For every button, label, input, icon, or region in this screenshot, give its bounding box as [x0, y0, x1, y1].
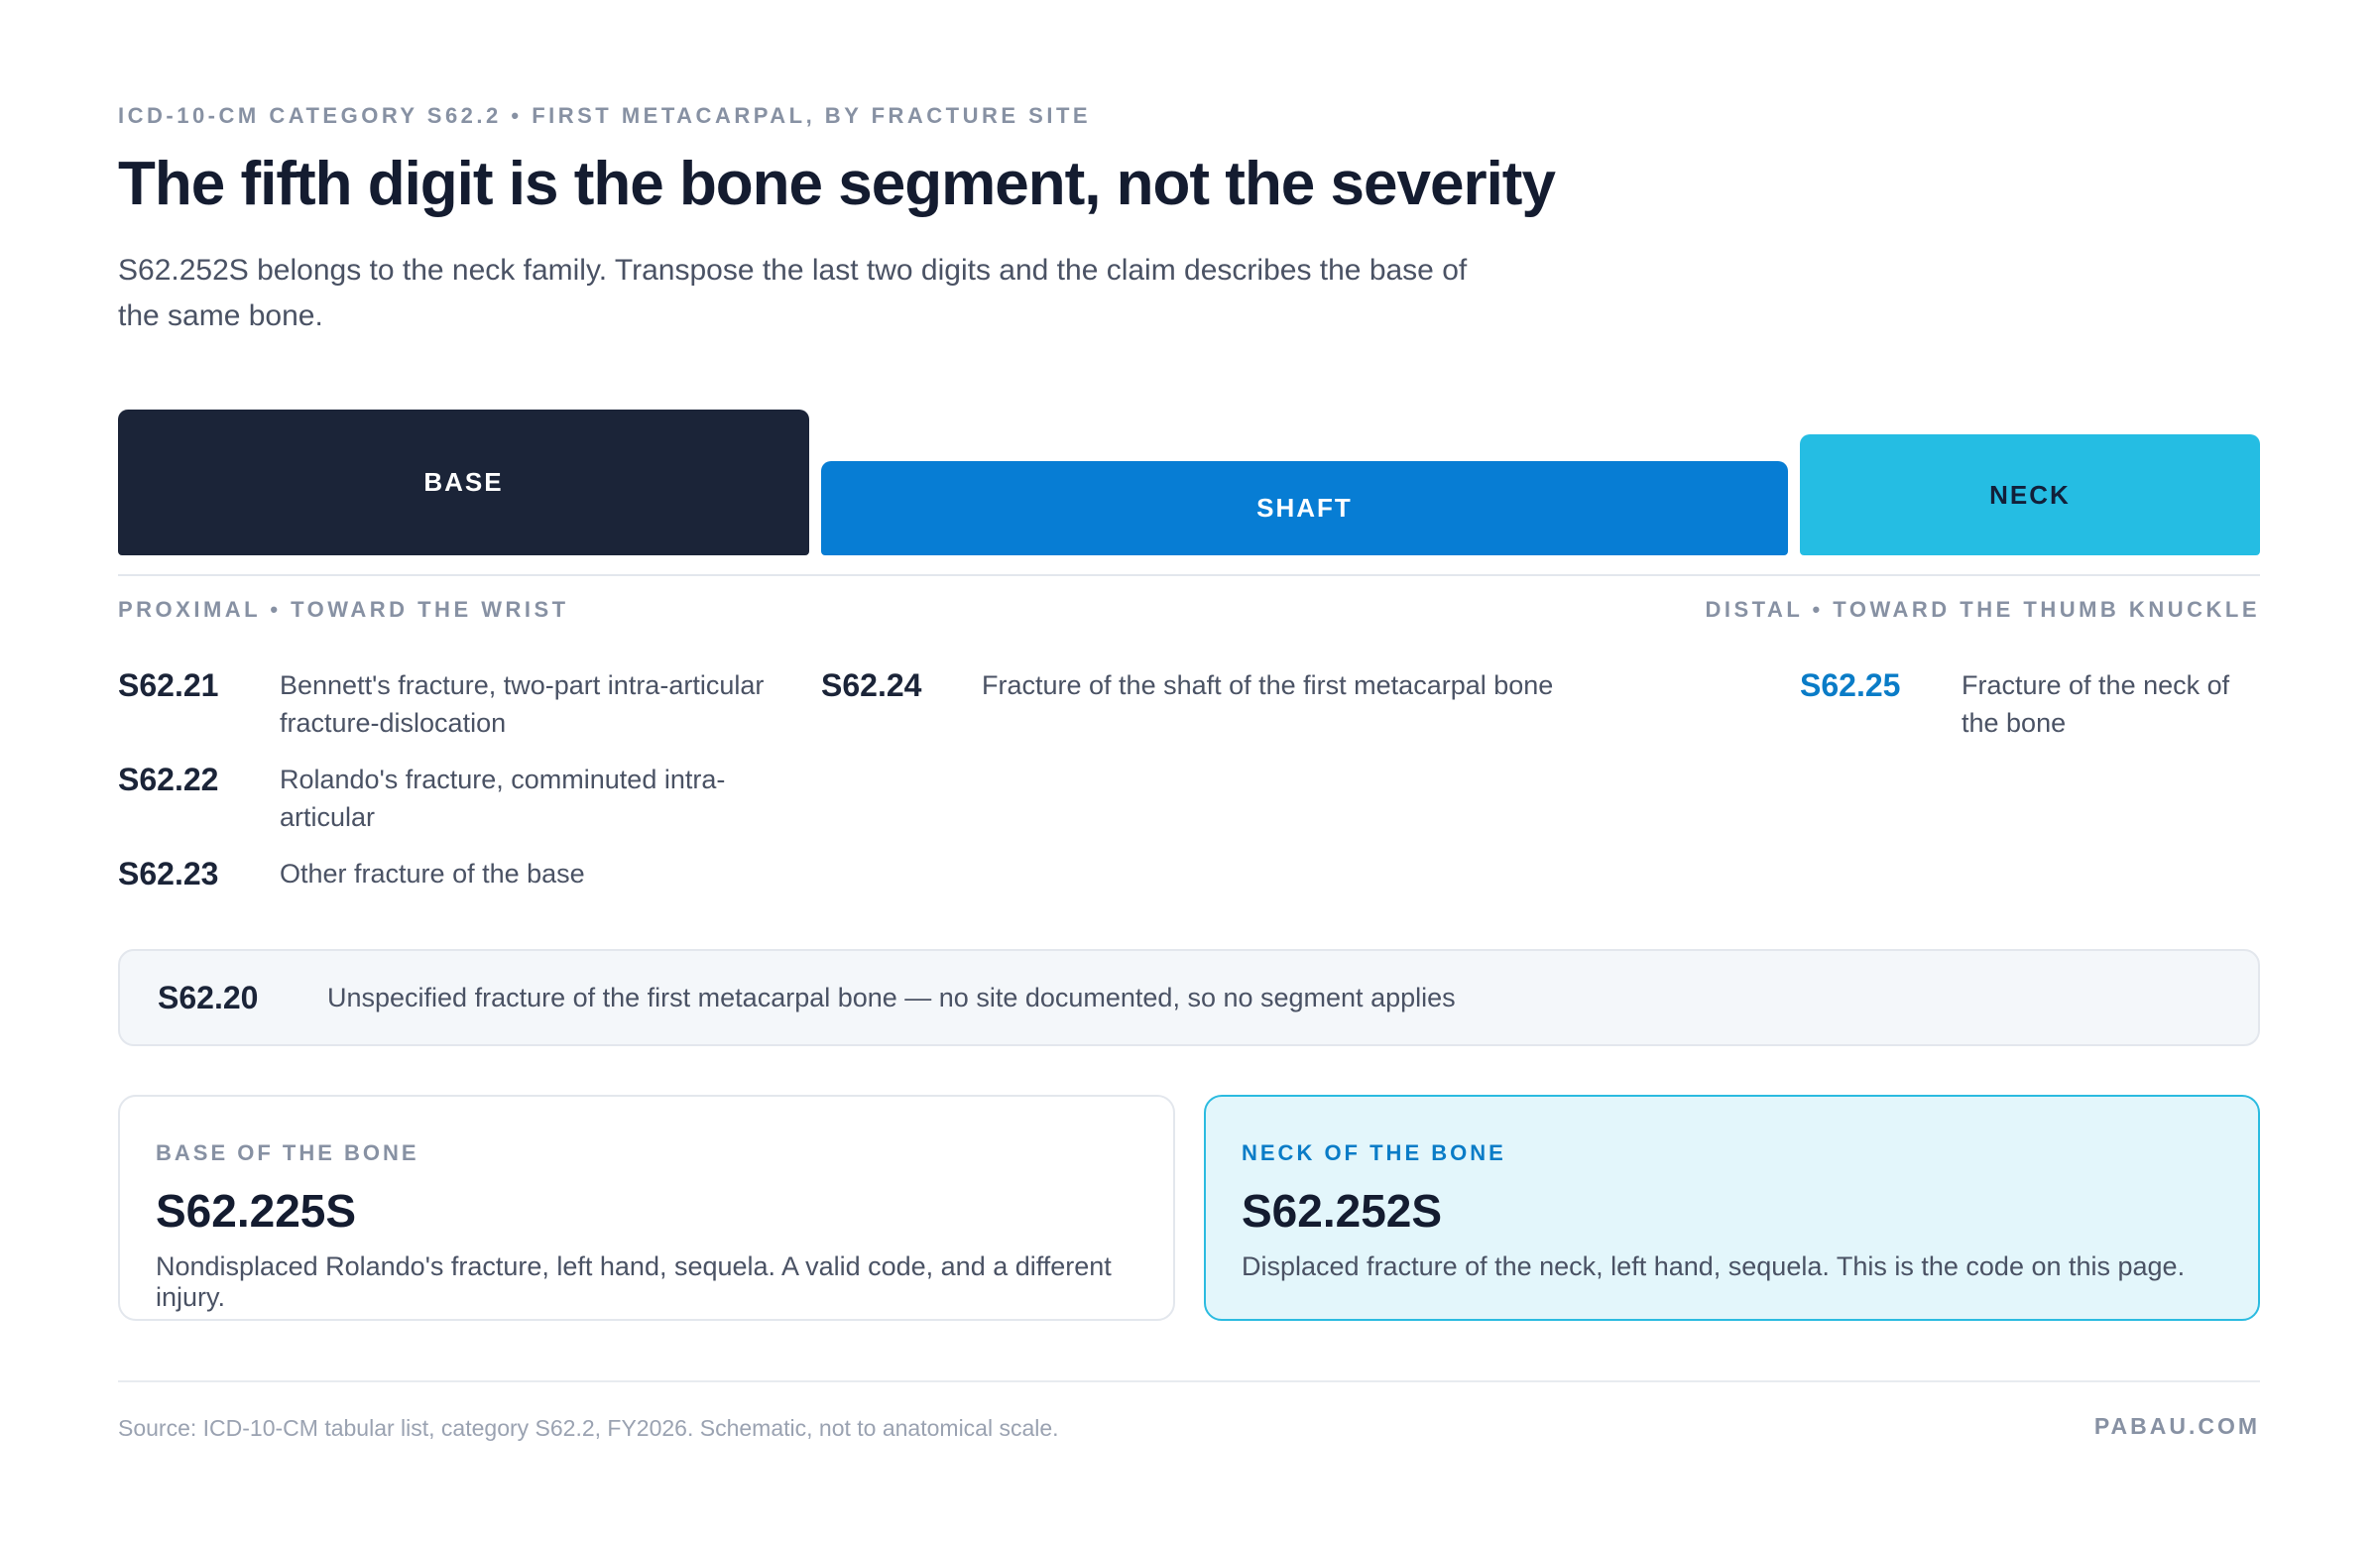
- code-row: S62.22 Rolando's fracture, comminuted int…: [118, 761, 782, 836]
- code: S62.20: [158, 979, 259, 1015]
- description: Rolando's fracture, comminuted intra-art…: [280, 765, 726, 832]
- direction-proximal: PROXIMAL • TOWARD THE WRIST: [118, 597, 569, 622]
- title: The fifth digit is the bone segment, not…: [118, 150, 1556, 218]
- code-row: S62.24 Fracture of the shaft of the first…: [821, 666, 1773, 704]
- card-base: BASE OF THE BONE S62.225S Nondisplaced R…: [118, 1095, 1175, 1321]
- code: S62.21: [118, 667, 219, 703]
- code: S62.25: [1800, 667, 1901, 703]
- group-neck: S62.25 Fracture of the neck of the bone: [1800, 666, 2260, 761]
- description: Bennett's fracture, two-part intra-artic…: [280, 670, 765, 738]
- code: S62.22: [118, 762, 219, 797]
- subtitle: S62.252S belongs to the neck family. Tra…: [118, 254, 1468, 332]
- segment-neck: NECK: [1800, 434, 2260, 555]
- footer-rule: [118, 1380, 2260, 1382]
- description: Other fracture of the base: [280, 859, 585, 889]
- unspecified-box: S62.20 Unspecified fracture of the first …: [118, 949, 2260, 1046]
- code: S62.23: [118, 856, 219, 891]
- segment-base: BASE: [118, 410, 809, 555]
- direction-distal: DISTAL • TOWARD THE THUMB KNUCKLE: [1705, 597, 2260, 622]
- description: Fracture of the neck of the bone: [1962, 670, 2230, 738]
- card-description: Displaced fracture of the neck, left han…: [1242, 1251, 2186, 1281]
- footer-brand: PABAU.COM: [2093, 1413, 2260, 1439]
- group-base: S62.21 Bennett's fracture, two-part intra…: [118, 666, 782, 911]
- card-description: Nondisplaced Rolando's fracture, left ha…: [156, 1251, 1112, 1312]
- description: Fracture of the shaft of the first metac…: [982, 670, 1554, 700]
- card-code: S62.252S: [1242, 1185, 1443, 1237]
- code-row: S62.23 Other fracture of the base: [118, 855, 782, 892]
- card-label: BASE OF THE BONE: [156, 1140, 419, 1165]
- code: S62.24: [821, 667, 922, 703]
- axis-line: [118, 574, 2260, 576]
- segment-shaft: SHAFT: [821, 461, 1788, 555]
- description: Unspecified fracture of the first metaca…: [327, 982, 1456, 1012]
- card-code: S62.225S: [156, 1185, 357, 1237]
- group-shaft: S62.24 Fracture of the shaft of the first…: [821, 666, 1773, 723]
- footer-source: Source: ICD-10-CM tabular list, category…: [118, 1415, 1059, 1441]
- card-neck: NECK OF THE BONE S62.252S Displaced frac…: [1204, 1095, 2260, 1321]
- code-row: S62.25 Fracture of the neck of the bone: [1800, 666, 2260, 742]
- code-row: S62.21 Bennett's fracture, two-part intra…: [118, 666, 782, 742]
- card-label: NECK OF THE BONE: [1242, 1140, 1506, 1165]
- eyebrow: ICD-10-CM CATEGORY S62.2 • FIRST METACAR…: [118, 103, 1092, 128]
